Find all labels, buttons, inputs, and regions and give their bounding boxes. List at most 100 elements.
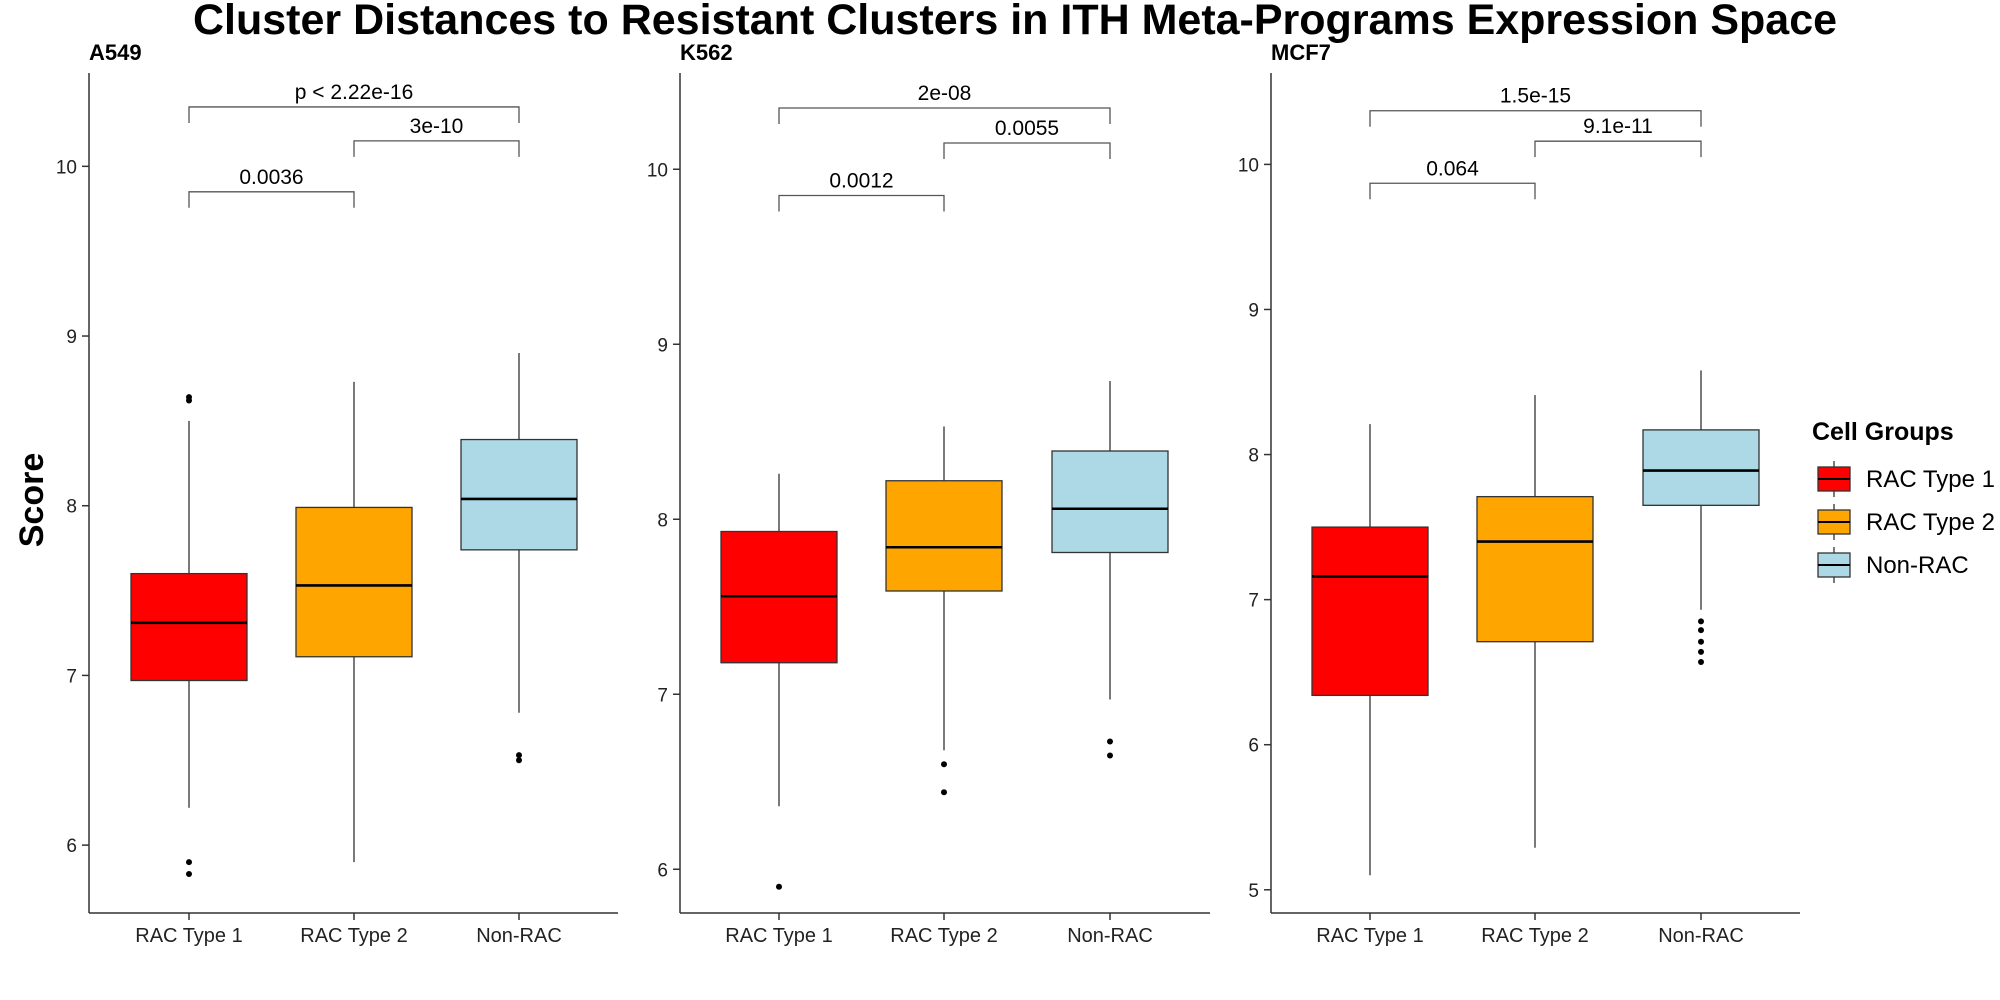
p-value-label: p < 2.22e-16 — [295, 81, 414, 104]
y-tick-label: 8 — [1248, 446, 1259, 467]
y-tick-label: 10 — [1238, 155, 1259, 176]
box-rac-type-2 — [885, 426, 1003, 796]
x-tick-label: RAC Type 2 — [300, 925, 407, 947]
panel-title: K562 — [680, 40, 733, 65]
box-non-rac — [460, 353, 578, 764]
panel-a549: A549 6 7 8 9 10 RAC Type 1 RAC Type 2 Non-RAC 0.0… — [56, 40, 618, 947]
box-rac-type-1 — [1311, 424, 1429, 876]
y-tick-label: 6 — [1248, 736, 1259, 757]
y-tick-label: 6 — [66, 836, 77, 857]
significance-bracket: 0.0012 — [778, 170, 945, 212]
y-tick-label: 9 — [657, 335, 668, 356]
y-tick-label: 9 — [66, 327, 77, 348]
y-axis-label: Score — [13, 453, 51, 548]
bracket-line — [1534, 140, 1702, 158]
bracket-line — [1369, 182, 1536, 200]
outlier-point — [1698, 638, 1704, 645]
y-tick-label: 7 — [66, 666, 77, 687]
legend-item-rac-type-2: RAC Type 2 — [1817, 504, 1995, 540]
p-value-label: 0.0055 — [995, 117, 1059, 140]
legend-title: Cell Groups — [1812, 418, 1954, 446]
y-tick-label: 8 — [657, 510, 668, 531]
p-value-label: 0.0012 — [829, 170, 893, 193]
p-value-label: 0.064 — [1426, 157, 1479, 180]
x-tick-label: RAC Type 1 — [725, 925, 832, 947]
box-iqr — [1476, 495, 1594, 643]
box-iqr — [1642, 429, 1760, 506]
significance-bracket: p < 2.22e-16 — [188, 81, 520, 123]
y-tick-label: 10 — [56, 157, 77, 178]
bracket-line — [353, 140, 520, 157]
panel-title: MCF7 — [1271, 40, 1331, 65]
legend: Cell Groups RAC Type 1 RAC Type 2 Non-RAC — [1812, 418, 1995, 583]
box-rac-type-1 — [720, 473, 838, 890]
y-tick-label: 8 — [66, 497, 77, 518]
p-value-label: 9.1e-11 — [1583, 115, 1653, 138]
box-iqr — [295, 506, 413, 658]
box-non-rac — [1642, 370, 1760, 666]
x-tick-label: Non-RAC — [476, 925, 562, 947]
x-tick-label: RAC Type 2 — [890, 925, 997, 947]
bracket-line — [188, 191, 355, 208]
box-non-rac — [1051, 381, 1169, 759]
p-value-label: 2e-08 — [918, 82, 972, 105]
panel-mcf7: MCF7 5 6 7 8 9 10 RAC Type 1 RAC Type 2 Non-RAC 0.… — [1238, 40, 1800, 947]
outlier-point — [776, 883, 782, 890]
y-tick-label: 7 — [1248, 591, 1259, 612]
y-tick-label: 6 — [657, 860, 668, 881]
outlier-point — [1698, 659, 1704, 666]
box-rac-type-1 — [130, 394, 248, 877]
bracket-line — [778, 194, 945, 212]
outlier-point — [186, 870, 192, 877]
box-iqr — [460, 438, 578, 551]
chart-title: Cluster Distances to Resistant Clusters … — [193, 0, 1837, 44]
panel-k562: K562 6 7 8 9 10 RAC Type 1 RAC Type 2 Non-RAC 0.0… — [647, 40, 1210, 947]
legend-item-rac-type-1: RAC Type 1 — [1817, 461, 1995, 497]
outlier-point — [941, 789, 947, 796]
bracket-line — [778, 107, 1111, 124]
significance-bracket: 2e-08 — [778, 82, 1111, 124]
significance-bracket: 1.5e-15 — [1369, 85, 1702, 127]
y-tick-label: 7 — [657, 685, 668, 706]
outlier-point — [1698, 627, 1704, 634]
y-tick-label: 9 — [1248, 300, 1259, 321]
outlier-point — [1107, 738, 1113, 745]
box-iqr — [1311, 526, 1429, 697]
significance-bracket: 0.064 — [1369, 157, 1536, 200]
box-iqr — [885, 480, 1003, 592]
p-value-label: 0.0036 — [239, 166, 303, 189]
bracket-line — [943, 142, 1111, 159]
box-iqr — [1051, 450, 1169, 554]
box-iqr — [130, 572, 248, 682]
legend-label: Non-RAC — [1866, 552, 1969, 579]
legend-item-non-rac: Non-RAC — [1817, 547, 1969, 583]
p-value-label: 3e-10 — [410, 115, 464, 138]
bracket-line — [1369, 110, 1702, 127]
p-value-label: 1.5e-15 — [1500, 85, 1571, 108]
outlier-point — [516, 752, 522, 759]
x-tick-label: RAC Type 2 — [1481, 925, 1588, 947]
outlier-point — [1107, 752, 1113, 759]
outlier-point — [941, 761, 947, 768]
y-tick-label: 5 — [1248, 881, 1259, 902]
outlier-point — [1698, 618, 1704, 625]
legend-label: RAC Type 2 — [1866, 509, 1995, 536]
significance-bracket: 0.0036 — [188, 166, 355, 208]
outlier-point — [186, 859, 192, 866]
x-tick-label: Non-RAC — [1067, 925, 1153, 947]
y-tick-label: 10 — [647, 160, 668, 181]
x-tick-label: RAC Type 1 — [1316, 925, 1423, 947]
significance-bracket: 0.0055 — [943, 117, 1111, 159]
bracket-line — [188, 106, 520, 123]
x-tick-label: Non-RAC — [1658, 925, 1744, 947]
x-tick-label: RAC Type 1 — [135, 925, 242, 947]
legend-label: RAC Type 1 — [1866, 466, 1995, 493]
significance-bracket: 9.1e-11 — [1534, 115, 1702, 158]
panel-title: A549 — [89, 40, 142, 65]
panels: A549 6 7 8 9 10 RAC Type 1 RAC Type 2 Non-RAC 0.0… — [56, 40, 1800, 947]
outlier-point — [1698, 648, 1704, 655]
box-rac-type-2 — [1476, 395, 1594, 848]
outlier-point — [186, 394, 192, 401]
significance-bracket: 3e-10 — [353, 115, 520, 157]
